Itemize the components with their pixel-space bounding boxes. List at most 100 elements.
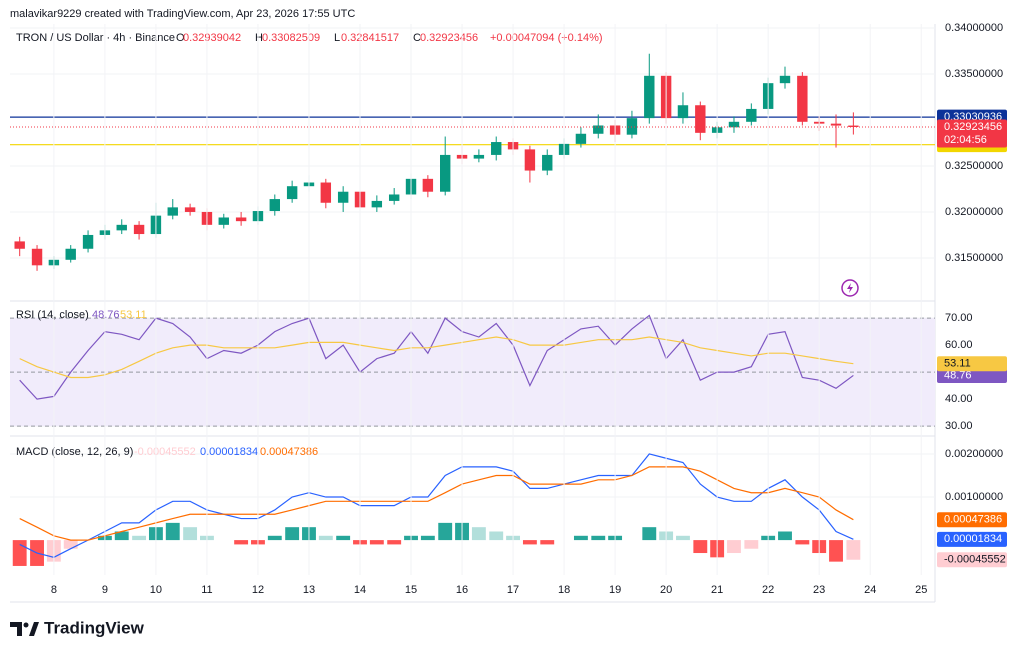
histogram-bar <box>778 531 792 541</box>
candle-body <box>31 248 43 266</box>
candle-body <box>82 234 94 249</box>
histogram-bar <box>318 535 333 541</box>
indicator-line <box>19 336 854 379</box>
price-label: 0.00001834 <box>944 533 1002 545</box>
candle-body <box>575 133 587 144</box>
y-tick-label: 0.34000000 <box>945 22 1003 34</box>
ohlc-label: L <box>334 32 340 44</box>
candle-body <box>133 224 145 235</box>
candle-body <box>677 105 689 119</box>
candle-body <box>626 118 638 135</box>
candle-body <box>337 191 349 203</box>
price-label-box <box>937 531 1007 547</box>
indicator-line <box>19 314 854 400</box>
x-tick-label: 22 <box>762 584 774 596</box>
histogram-bar <box>165 522 180 541</box>
candle-body <box>440 154 451 192</box>
ohlc-value: 0.33082509 <box>262 32 320 44</box>
histogram-bar <box>693 540 708 554</box>
histogram-bar <box>676 535 690 541</box>
x-tick-label: 8 <box>51 584 57 596</box>
legend-value: 0.00001834 <box>200 446 258 458</box>
histogram-bar <box>285 527 300 541</box>
x-tick-label: 17 <box>507 584 519 596</box>
histogram-bar <box>846 540 861 560</box>
candle-body <box>593 125 604 134</box>
histogram-bar <box>471 527 486 541</box>
x-tick-label: 9 <box>102 584 108 596</box>
candle-body <box>218 217 229 225</box>
indicator-line <box>19 466 854 541</box>
price-label: 0.32923456 <box>944 121 1002 133</box>
candle-body <box>797 75 808 122</box>
histogram-bar <box>489 531 504 541</box>
x-tick-label: 10 <box>150 584 162 596</box>
histogram-bar <box>727 540 741 554</box>
candle-body <box>491 142 502 155</box>
y-tick-label: 30.00 <box>945 420 973 432</box>
histogram-bar <box>387 540 402 545</box>
x-tick-label: 25 <box>915 584 927 596</box>
candle-body <box>779 75 791 84</box>
histogram-bar <box>336 535 351 541</box>
candle-body <box>65 248 76 260</box>
candle-body <box>116 224 127 231</box>
candle-body <box>542 154 553 171</box>
y-tick-label: 0.32500000 <box>945 160 1003 172</box>
x-tick-label: 13 <box>303 584 315 596</box>
y-tick-label: 0.31500000 <box>945 252 1003 264</box>
x-tick-label: 11 <box>201 584 212 596</box>
ohlc-label: C <box>413 32 421 44</box>
histogram-bar <box>420 535 435 541</box>
price-label-box <box>937 367 1007 383</box>
x-tick-label: 16 <box>456 584 468 596</box>
candle-body <box>830 123 842 126</box>
ohlc-value: 0.32841517 <box>341 32 399 44</box>
price-label: 53.11 <box>944 358 971 370</box>
candle-body <box>524 149 536 171</box>
candle-body <box>320 182 332 203</box>
candle-body <box>746 108 757 122</box>
x-tick-label: 24 <box>864 584 876 596</box>
ohlc-label: O <box>176 32 185 44</box>
x-tick-label: 12 <box>252 584 264 596</box>
histogram-bar <box>795 540 810 545</box>
histogram-bar <box>744 540 759 549</box>
histogram-bar <box>132 535 147 541</box>
candle-body <box>371 200 383 208</box>
countdown: 02:04:56 <box>944 134 987 146</box>
histogram-bar <box>540 540 555 545</box>
y-tick-label: 0.00100000 <box>945 491 1003 503</box>
legend-title: MACD (close, 12, 26, 9) <box>16 446 133 458</box>
price-label: -0.00045552 <box>944 554 1006 566</box>
candle-body <box>286 186 298 200</box>
y-tick-label: 0.33500000 <box>945 68 1003 80</box>
histogram-bar <box>183 527 198 541</box>
x-tick-label: 20 <box>660 584 672 596</box>
histogram-bar <box>573 535 588 541</box>
candle-body <box>473 154 485 159</box>
histogram-bar <box>12 540 27 566</box>
histogram-bar <box>369 540 384 545</box>
histogram-bar <box>829 540 843 562</box>
ohlc-label: H <box>255 32 263 44</box>
legend-value: 48.76 <box>92 309 120 321</box>
histogram-bar <box>591 535 606 541</box>
candle-body <box>848 125 859 128</box>
y-tick-label: 40.00 <box>945 393 973 405</box>
y-tick-label: 0.00200000 <box>945 448 1003 460</box>
legend-title: RSI (14, close) <box>16 309 89 321</box>
candle-body <box>269 199 280 212</box>
x-tick-label: 15 <box>405 584 417 596</box>
y-tick-label: 70.00 <box>945 312 973 324</box>
legend-title: TRON / US Dollar · 4h · Binance <box>16 32 175 44</box>
created-note: malavikar9229 created with TradingView.c… <box>10 8 355 20</box>
x-tick-label: 21 <box>711 584 723 596</box>
candle-body <box>235 217 247 222</box>
candle-body <box>644 75 655 119</box>
histogram-bar <box>63 540 78 549</box>
ohlc-value: 0.32939042 <box>183 32 241 44</box>
histogram-bar <box>522 540 537 545</box>
histogram-bar <box>642 527 657 541</box>
